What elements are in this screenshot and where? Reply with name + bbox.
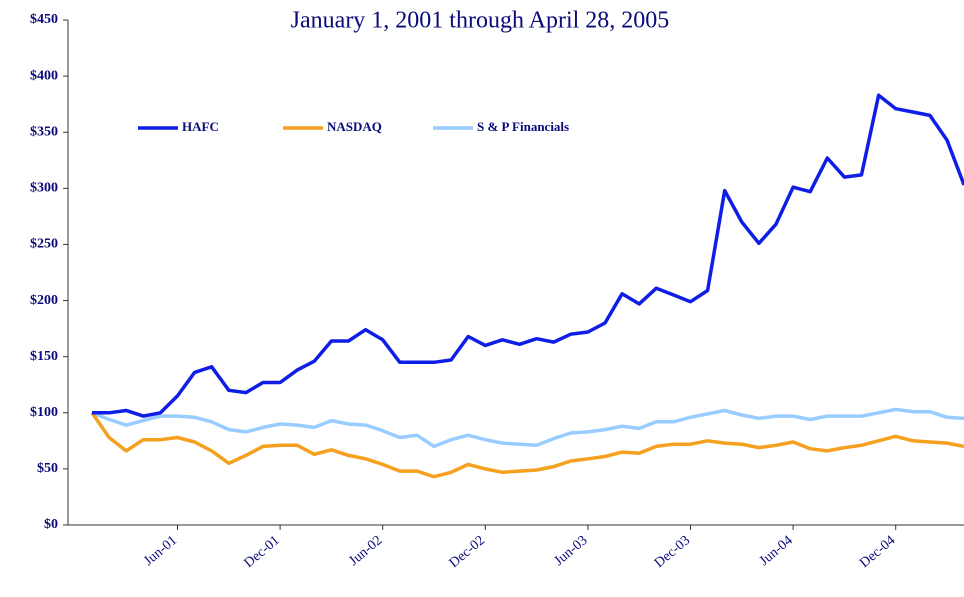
y-tick-label: $250 <box>30 237 58 252</box>
y-tick-label: $300 <box>30 181 58 196</box>
data-line <box>91 407 964 449</box>
y-tick-label: $100 <box>30 405 58 420</box>
y-tick-label: $0 <box>44 517 58 532</box>
legend-label: S & P Financials <box>477 119 569 134</box>
y-tick-label: $200 <box>30 293 58 308</box>
y-tick-label: $50 <box>37 461 58 476</box>
y-tick-label: $150 <box>30 349 58 364</box>
x-tick-label: Dec-02 <box>447 533 488 571</box>
y-tick-label: $450 <box>30 12 58 27</box>
x-tick-label: Jun-02 <box>346 533 385 569</box>
x-tick-label: Jun-01 <box>141 533 180 569</box>
data-line <box>90 411 964 479</box>
legend-label: HAFC <box>182 119 219 134</box>
y-tick-label: $400 <box>30 68 58 83</box>
x-tick-label: Jun-04 <box>757 533 796 569</box>
chart-title: January 1, 2001 through April 28, 2005 <box>291 8 670 34</box>
data-line <box>92 93 964 418</box>
y-tick-label: $350 <box>30 124 58 139</box>
x-tick-label: Dec-04 <box>857 533 898 571</box>
x-tick-label: Dec-01 <box>242 533 283 571</box>
x-tick-label: Jun-03 <box>552 533 591 569</box>
legend-label: NASDAQ <box>327 119 382 134</box>
x-tick-label: Dec-03 <box>652 533 693 571</box>
